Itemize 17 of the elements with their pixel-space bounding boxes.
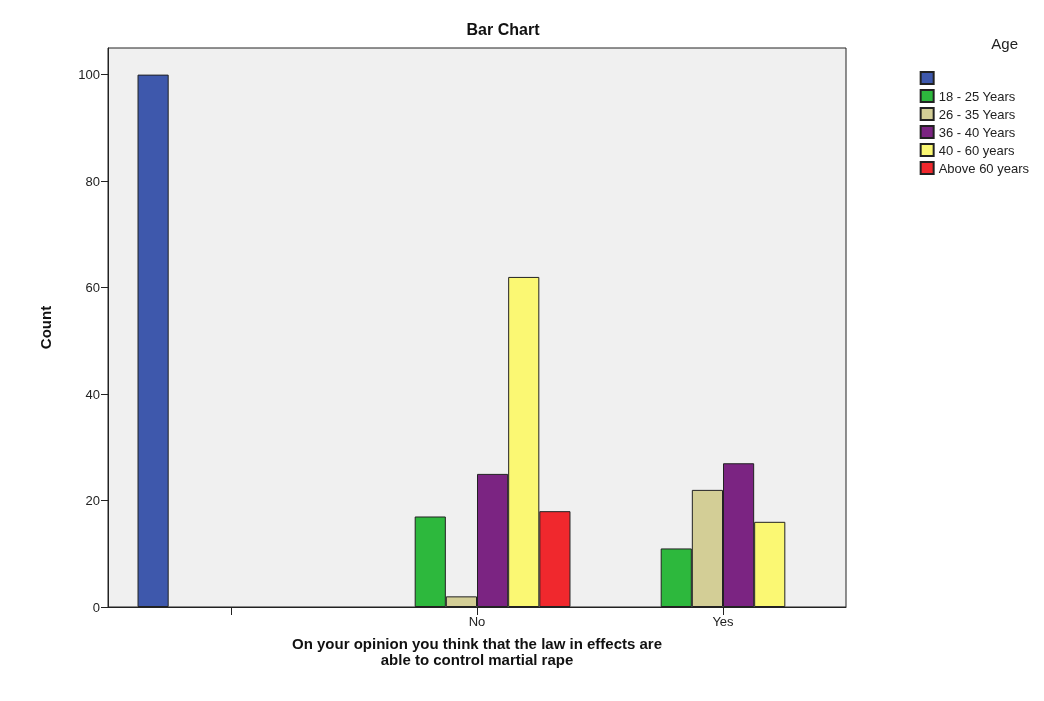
chart-title: Bar Chart bbox=[466, 20, 541, 38]
y-axis-title: Count bbox=[37, 305, 54, 350]
y-tick-label: 60 bbox=[85, 280, 100, 296]
y-tick-label: 80 bbox=[85, 173, 100, 189]
legend-label: 36 - 40 Years bbox=[938, 124, 1016, 140]
x-tick-label: No bbox=[468, 614, 486, 629]
legend-label: 40 - 60 years bbox=[938, 142, 1016, 158]
x-axis-title: On your opinion you think that the law in effects are able to control martial rape bbox=[291, 634, 663, 668]
x-tick-label: Yes bbox=[712, 614, 735, 629]
legend-title: Age bbox=[991, 35, 1019, 52]
legend-label: 18 - 25 Years bbox=[938, 88, 1016, 104]
y-tick-label: 100 bbox=[78, 67, 100, 83]
legend-label: Above 60 years bbox=[938, 160, 1030, 176]
y-tick-label: 40 bbox=[85, 386, 100, 402]
y-tick-label: 20 bbox=[85, 493, 100, 509]
y-tick-label: 0 bbox=[92, 599, 100, 615]
legend-label: 26 - 35 Years bbox=[938, 106, 1016, 122]
